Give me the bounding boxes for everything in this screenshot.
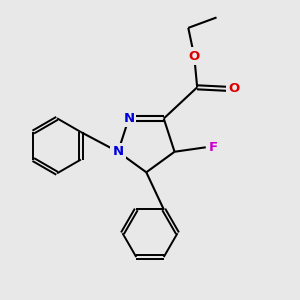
Text: N: N [112, 145, 124, 158]
Text: O: O [189, 50, 200, 63]
Text: O: O [228, 82, 239, 95]
Text: N: N [123, 112, 134, 125]
Text: N: N [112, 145, 124, 158]
Text: F: F [208, 141, 218, 154]
